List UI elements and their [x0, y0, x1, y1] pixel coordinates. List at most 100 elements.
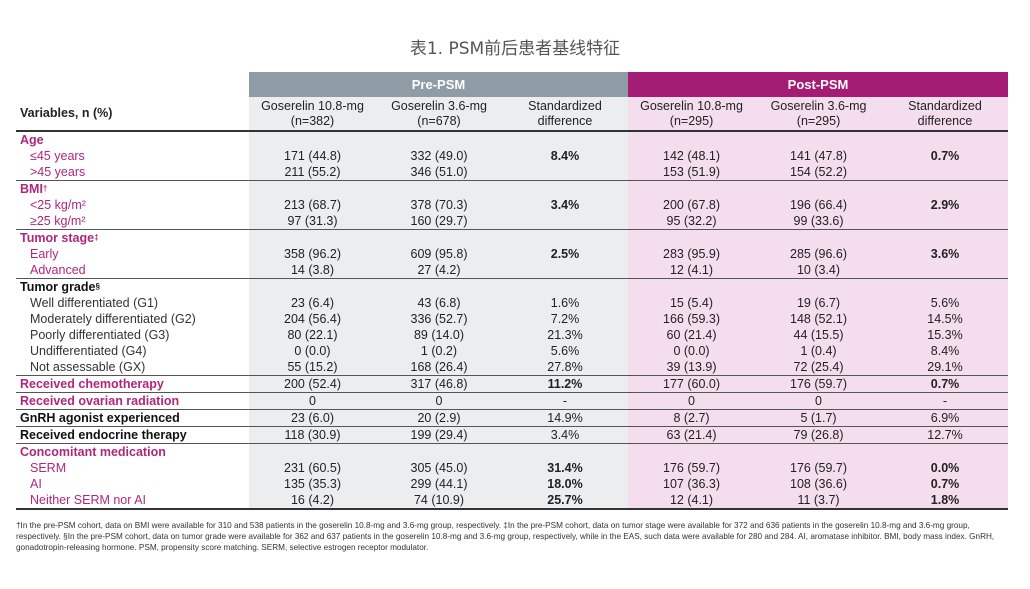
row-label: >45 years: [30, 165, 86, 179]
std-diff-cell: -: [502, 392, 629, 410]
table-row: Early 358 (96.2) 609 (95.8) 2.5% 283 (95…: [16, 246, 1009, 262]
cell: 80 (22.1): [249, 327, 376, 343]
section-header-concomitant-medication: Concomitant medication: [16, 443, 1009, 460]
pre-psm-header: Pre-PSM: [249, 72, 629, 97]
std-diff-cell: 3.4%: [502, 426, 629, 444]
cell: 60 (21.4): [628, 327, 756, 343]
cell: 176 (59.7): [755, 375, 883, 393]
table-row: Undifferentiated (G4) 0 (0.0) 1 (0.2) 5.…: [16, 343, 1009, 359]
row-received-chemotherapy: Received chemotherapy 200 (52.4) 317 (46…: [16, 375, 1009, 393]
std-diff-cell: 31.4%: [502, 460, 629, 476]
cell: 20 (2.9): [376, 409, 502, 427]
cell: 346 (51.0): [376, 164, 502, 181]
cell: 141 (47.8): [755, 148, 883, 164]
std-diff-cell: 5.6%: [502, 343, 629, 359]
cell: 10 (3.4): [755, 262, 883, 279]
cell: 135 (35.3): [249, 476, 376, 492]
cell: 148 (52.1): [755, 311, 883, 327]
cell: 8 (2.7): [628, 409, 756, 427]
cell: 89 (14.0): [376, 327, 502, 343]
cell: 44 (15.5): [755, 327, 883, 343]
cell: 0: [376, 392, 502, 410]
cell: 168 (26.4): [376, 359, 502, 376]
cell: 213 (68.7): [249, 197, 376, 213]
cell: 336 (52.7): [376, 311, 502, 327]
row-label: GnRH agonist experienced: [16, 409, 249, 427]
cell: 171 (44.8): [249, 148, 376, 164]
std-diff-cell: 1.6%: [502, 295, 629, 311]
pre-goserelin-10-8-header: Goserelin 10.8-mg (n=382): [249, 97, 376, 132]
cell: 305 (45.0): [376, 460, 502, 476]
std-diff-cell: 27.8%: [502, 359, 629, 376]
post-std-diff-header: Standardized difference: [882, 97, 1009, 132]
table-row: AI 135 (35.3) 299 (44.1) 18.0% 107 (36.3…: [16, 476, 1009, 492]
pre-goserelin-3-6-header: Goserelin 3.6-mg (n=678): [376, 97, 502, 132]
table-footnote: †In the pre-PSM cohort, data on BMI were…: [16, 521, 995, 552]
cell: 0: [249, 392, 376, 410]
table-row: Not assessable (GX) 55 (15.2) 168 (26.4)…: [16, 359, 1009, 376]
std-diff-cell: 7.2%: [502, 311, 629, 327]
cell: 118 (30.9): [249, 426, 376, 444]
cell: 299 (44.1): [376, 476, 502, 492]
std-diff-cell: 21.3%: [502, 327, 629, 343]
table-title: 表1. PSM前后患者基线特征: [409, 39, 621, 59]
cell: 0: [628, 392, 756, 410]
row-label: AI: [30, 477, 42, 491]
row-label: ≥25 kg/m²: [30, 214, 86, 228]
cell: 166 (59.3): [628, 311, 756, 327]
group-header-row: Pre-PSM Post-PSM: [16, 72, 1009, 97]
baseline-characteristics-table: Pre-PSM Post-PSM Variables, n (%) Gosere…: [16, 72, 1009, 510]
cell: 12 (4.1): [628, 262, 756, 279]
std-diff-cell: 11.2%: [502, 375, 629, 393]
cell: 15 (5.4): [628, 295, 756, 311]
section-header-bmi: BMI†: [16, 180, 1009, 197]
cell: 99 (33.6): [755, 213, 883, 230]
cell: 200 (52.4): [249, 375, 376, 393]
cell: 43 (6.8): [376, 295, 502, 311]
std-diff-cell: 14.9%: [502, 409, 629, 427]
section-label: Tumor grade§: [16, 278, 249, 295]
table-row: ≤45 years 171 (44.8) 332 (49.0) 8.4% 142…: [16, 148, 1009, 164]
cell: 196 (66.4): [755, 197, 883, 213]
cell: 0 (0.0): [249, 343, 376, 359]
std-diff-cell: -: [882, 392, 1009, 410]
cell: 160 (29.7): [376, 213, 502, 230]
post-psm-header: Post-PSM: [628, 72, 1009, 97]
cell: 12 (4.1): [628, 492, 756, 510]
variables-header: Variables, n (%): [16, 97, 249, 132]
table-row: Neither SERM nor AI 16 (4.2) 74 (10.9) 2…: [16, 492, 1009, 510]
row-label: Received endocrine therapy: [16, 426, 249, 444]
cell: 27 (4.2): [376, 262, 502, 279]
section-label: BMI†: [16, 180, 249, 197]
table-row: >45 years 211 (55.2) 346 (51.0) 153 (51.…: [16, 164, 1009, 181]
cell: 63 (21.4): [628, 426, 756, 444]
section-label: Age: [16, 130, 249, 148]
table-row: Advanced 14 (3.8) 27 (4.2) 12 (4.1) 10 (…: [16, 262, 1009, 279]
table-row: Moderately differentiated (G2) 204 (56.4…: [16, 311, 1009, 327]
std-diff-cell: 15.3%: [882, 327, 1009, 343]
std-diff-cell: 0.0%: [882, 460, 1009, 476]
cell: 108 (36.6): [755, 476, 883, 492]
cell: 176 (59.7): [628, 460, 756, 476]
row-label: Undifferentiated (G4): [30, 344, 147, 358]
std-diff-cell: 1.8%: [882, 492, 1009, 510]
cell: 23 (6.4): [249, 295, 376, 311]
std-diff-cell: 8.4%: [882, 343, 1009, 359]
cell: 285 (96.6): [755, 246, 883, 262]
row-label: Received ovarian radiation: [16, 392, 249, 410]
cell: 211 (55.2): [249, 164, 376, 181]
table-row: ≥25 kg/m² 97 (31.3) 160 (29.7) 95 (32.2)…: [16, 213, 1009, 230]
cell: 177 (60.0): [628, 375, 756, 393]
cell: 107 (36.3): [628, 476, 756, 492]
table-row: Well differentiated (G1) 23 (6.4) 43 (6.…: [16, 295, 1009, 311]
std-diff-cell: 12.7%: [882, 426, 1009, 444]
cell: 154 (52.2): [755, 164, 883, 181]
post-goserelin-10-8-header: Goserelin 10.8-mg (n=295): [628, 97, 756, 132]
cell: 176 (59.7): [755, 460, 883, 476]
row-received-ovarian-radiation: Received ovarian radiation 0 0 - 0 0 -: [16, 392, 1009, 410]
pre-std-diff-header: Standardized difference: [502, 97, 629, 132]
cell: 23 (6.0): [249, 409, 376, 427]
std-diff-cell: 8.4%: [502, 148, 629, 164]
section-label: Tumor stage‡: [16, 229, 249, 246]
cell: 72 (25.4): [755, 359, 883, 376]
